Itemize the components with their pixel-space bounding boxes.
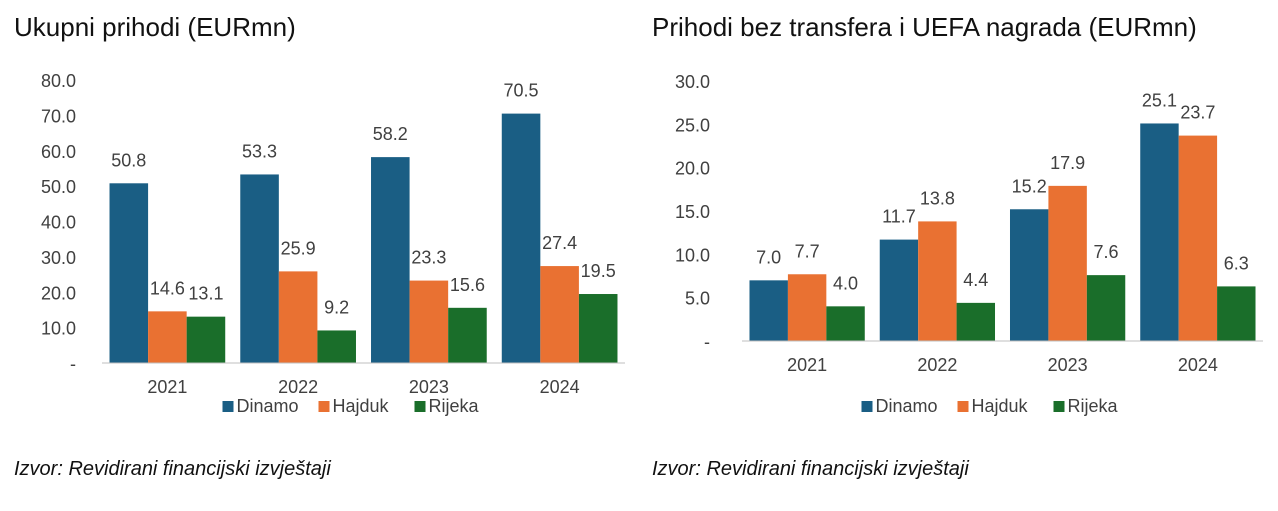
legend-swatch-hajduk <box>318 401 330 412</box>
bar-hajduk-2023 <box>409 280 449 363</box>
x-tick-label: 2021 <box>787 355 827 375</box>
x-tick-label: 2022 <box>278 377 318 397</box>
data-label: 23.7 <box>1180 103 1215 123</box>
bar-dinamo-2023 <box>371 157 410 363</box>
y-tick-label: 60.0 <box>41 142 76 162</box>
data-label: 17.9 <box>1050 153 1085 173</box>
y-tick-label: 10.0 <box>41 319 76 339</box>
data-label: 14.6 <box>150 278 185 298</box>
bar-hajduk-2024 <box>1178 135 1218 341</box>
legend-label-rijeka: Rijeka <box>1068 396 1119 416</box>
y-tick-label: 30.0 <box>41 248 76 268</box>
data-label: 7.7 <box>795 241 820 261</box>
bar-rijeka-2024 <box>578 294 618 363</box>
bar-rijeka-2021 <box>826 306 865 341</box>
bar-dinamo-2021 <box>109 183 149 363</box>
y-tick-label: 40.0 <box>41 213 76 233</box>
bar-rijeka-2022 <box>956 302 996 341</box>
data-label: 27.4 <box>542 233 577 253</box>
bar-dinamo-2022 <box>240 174 279 363</box>
data-label: 11.7 <box>882 207 916 227</box>
bar-rijeka-2022 <box>317 330 356 363</box>
y-tick-label: 20.0 <box>41 283 76 303</box>
legend-swatch-dinamo <box>222 401 234 412</box>
x-tick-label: 2024 <box>540 377 580 397</box>
y-tick-label: 30.0 <box>675 72 710 92</box>
source-note: Izvor: Revidirani financijski izvještaji <box>652 458 969 480</box>
data-label: 25.1 <box>1142 90 1177 110</box>
data-label: 6.3 <box>1224 253 1249 273</box>
bar-hajduk-2022 <box>918 221 957 341</box>
bar-rijeka-2023 <box>1086 275 1126 341</box>
data-label: 4.4 <box>963 270 988 290</box>
y-tick-label: - <box>70 354 76 374</box>
y-tick-label: 25.0 <box>675 115 710 135</box>
y-tick-label: 80.0 <box>41 71 76 91</box>
source-note: Izvor: Revidirani financijski izvještaji <box>14 458 331 480</box>
y-tick-label: - <box>704 332 710 352</box>
data-label: 50.8 <box>111 150 146 170</box>
x-tick-label: 2021 <box>147 377 187 397</box>
legend-label-dinamo: Dinamo <box>237 396 299 416</box>
x-tick-label: 2022 <box>917 355 957 375</box>
bar-chart-ukupni-prihodi: - 10.0 20.0 30.0 40.0 50.0 60.0 70.0 80.0 50.8 53.… <box>41 71 625 416</box>
legend-swatch-hajduk <box>957 401 969 412</box>
x-tick-label: 2024 <box>1178 355 1218 375</box>
bar-hajduk-2021 <box>787 274 827 341</box>
y-tick-label: 50.0 <box>41 177 76 197</box>
data-label: 13.8 <box>920 188 955 208</box>
data-label: 70.5 <box>504 81 539 101</box>
chart-title: Prihodi bez transfera i UEFA nagrada (EU… <box>652 12 1197 42</box>
bar-hajduk-2022 <box>278 271 318 363</box>
data-label: 13.1 <box>188 284 223 304</box>
bar-rijeka-2023 <box>448 307 487 363</box>
chart-panel-right: Prihodi bez transfera i UEFA nagrada (EU… <box>640 0 1278 511</box>
bar-dinamo-2024 <box>1140 123 1179 341</box>
legend-label-rijeka: Rijeka <box>429 396 480 416</box>
data-label: 15.6 <box>450 275 485 295</box>
chart-title: Ukupni prihodi (EURmn) <box>14 12 296 42</box>
data-label: 53.3 <box>242 141 277 161</box>
bar-dinamo-2023 <box>1009 209 1049 341</box>
bar-hajduk-2023 <box>1048 185 1087 341</box>
data-label: 23.3 <box>411 248 446 268</box>
legend-swatch-dinamo <box>861 401 873 412</box>
bar-rijeka-2024 <box>1217 286 1256 341</box>
legend-swatch-rijeka <box>1053 401 1065 412</box>
y-tick-label: 20.0 <box>675 159 710 179</box>
data-label: 58.2 <box>373 124 408 144</box>
y-tick-label: 15.0 <box>675 202 710 222</box>
x-tick-label: 2023 <box>1048 355 1088 375</box>
legend-swatch-rijeka <box>414 401 426 412</box>
y-tick-label: 70.0 <box>41 106 76 126</box>
bar-dinamo-2022 <box>879 239 919 341</box>
y-tick-label: 5.0 <box>685 289 710 309</box>
legend-label-dinamo: Dinamo <box>876 396 938 416</box>
bar-dinamo-2024 <box>501 113 541 363</box>
bar-rijeka-2021 <box>186 316 226 363</box>
y-tick-label: 10.0 <box>675 245 710 265</box>
legend-label-hajduk: Hajduk <box>333 396 390 416</box>
x-tick-label: 2023 <box>409 377 449 397</box>
data-label: 9.2 <box>324 297 349 317</box>
data-label: 7.6 <box>1094 242 1119 262</box>
bar-chart-prihodi-bez-transfera: - 5.0 10.0 15.0 20.0 25.0 30.0 7.0 11.7 15.2 25.1 7… <box>675 72 1263 416</box>
data-label: 25.9 <box>281 238 316 258</box>
chart-panel-left: Ukupni prihodi (EURmn) - 10.0 20.0 30.0 40.0… <box>14 12 625 480</box>
data-label: 7.0 <box>756 247 781 267</box>
data-label: 4.0 <box>833 273 858 293</box>
data-label: 15.2 <box>1012 176 1047 196</box>
data-label: 19.5 <box>581 261 616 281</box>
bar-dinamo-2021 <box>749 280 788 341</box>
legend-label-hajduk: Hajduk <box>972 396 1029 416</box>
bar-hajduk-2021 <box>148 311 187 363</box>
bar-hajduk-2024 <box>540 266 579 363</box>
